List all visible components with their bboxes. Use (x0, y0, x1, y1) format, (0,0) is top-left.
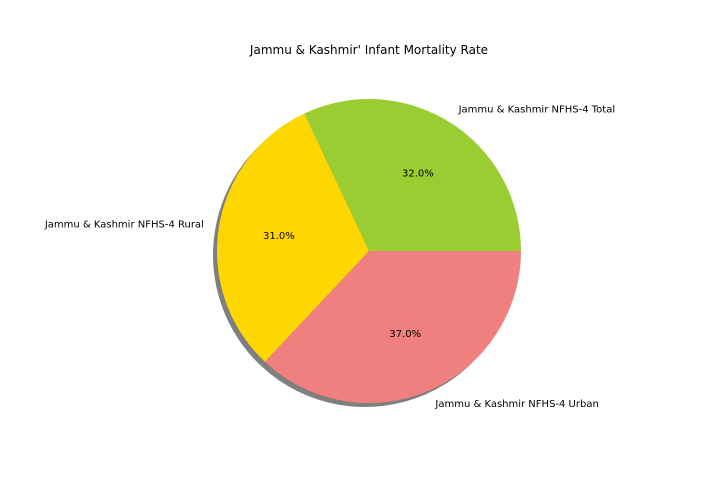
pie-slices-group (217, 98, 521, 403)
pie-slice-percent-label: 31.0% (263, 231, 295, 242)
pie-slice (217, 113, 369, 362)
pie-slice-percent-label: 37.0% (389, 329, 421, 340)
pie-slice-label: Jammu & Kashmir NFHS-4 Rural (44, 219, 204, 230)
pie-labels-group: Jammu & Kashmir NFHS-4 Total 32.0% Jammu &… (44, 104, 615, 410)
pie-slice-percent-label: 32.0% (402, 168, 434, 179)
chart-title: Jammu & Kashmir' Infant Mortality Rate (249, 43, 488, 57)
pie-slice (264, 251, 521, 403)
pie-slice-label: Jammu & Kashmir NFHS-4 Total (458, 104, 616, 115)
pie-slice-label: Jammu & Kashmir NFHS-4 Urban (434, 399, 598, 410)
pie-slice (304, 98, 521, 251)
